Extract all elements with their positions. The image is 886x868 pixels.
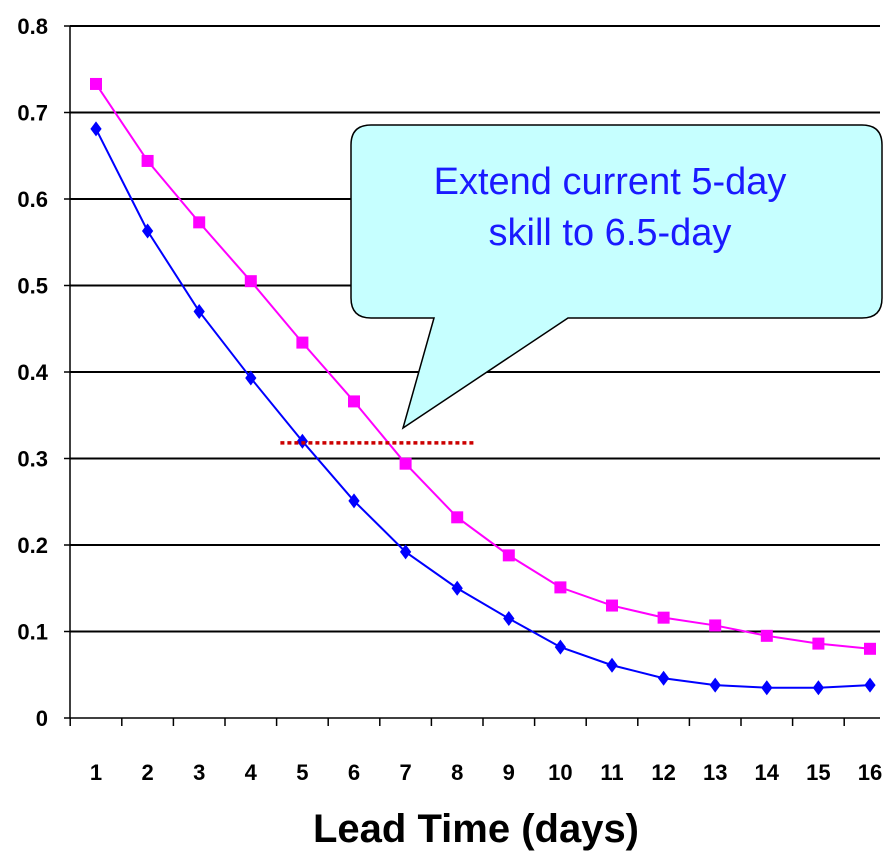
callout-bubble bbox=[350, 124, 883, 430]
series-2-point bbox=[141, 223, 154, 239]
x-tick-label: 9 bbox=[503, 760, 515, 785]
y-tick-label: 0.4 bbox=[17, 360, 48, 385]
series-2-point bbox=[606, 657, 618, 673]
series-1-point bbox=[709, 619, 722, 632]
y-tick-label: 0.1 bbox=[17, 620, 48, 645]
x-tick-label: 10 bbox=[548, 760, 572, 785]
y-tick-label: 0.3 bbox=[17, 447, 48, 472]
series-1-point bbox=[812, 637, 825, 650]
x-tick-label: 12 bbox=[651, 760, 675, 785]
x-tick-labels: 1 2 3 4 5 6 7 8 9 10 11 12 13 14 15 16 bbox=[90, 760, 882, 785]
y-tick-labels: 0 0.1 0.2 0.3 0.4 0.5 0.6 0.7 0.8 bbox=[17, 14, 48, 731]
x-tick-label: 16 bbox=[858, 760, 882, 785]
x-tick-label: 2 bbox=[141, 760, 153, 785]
series-1-point bbox=[502, 549, 515, 562]
x-tick-label: 8 bbox=[451, 760, 463, 785]
series-2-point bbox=[812, 680, 825, 696]
y-tick-label: 0 bbox=[36, 706, 48, 731]
y-tick-label: 0.7 bbox=[17, 101, 48, 126]
series-1-point bbox=[606, 599, 618, 612]
y-tick-label: 0.5 bbox=[17, 274, 48, 299]
series-1-point bbox=[296, 336, 309, 349]
series-2-point bbox=[245, 370, 257, 386]
y-tick-label: 0.8 bbox=[17, 14, 48, 39]
callout: Extend current 5-day skill to 6.5-day bbox=[350, 124, 883, 430]
series-1-point bbox=[399, 457, 412, 470]
x-tick-label: 14 bbox=[755, 760, 780, 785]
series-line-2 bbox=[95, 128, 871, 689]
series-2-point bbox=[761, 680, 773, 696]
series-1-point bbox=[657, 611, 670, 624]
series-1-point bbox=[348, 395, 360, 408]
series-1-point bbox=[760, 629, 773, 642]
x-tick-label: 4 bbox=[245, 760, 258, 785]
y-tick-label: 0.6 bbox=[17, 187, 48, 212]
series-2-point bbox=[399, 544, 412, 560]
x-tick-label: 6 bbox=[348, 760, 360, 785]
series-1-point bbox=[451, 511, 464, 524]
series-2-point bbox=[554, 639, 567, 655]
series-1-point bbox=[244, 275, 257, 288]
series-1-point bbox=[193, 216, 206, 229]
x-tick-label: 5 bbox=[296, 760, 308, 785]
x-tick-label: 3 bbox=[193, 760, 205, 785]
series-2-point bbox=[451, 580, 463, 596]
x-axis-title: Lead Time (days) bbox=[313, 807, 639, 851]
series-line-1 bbox=[95, 83, 871, 650]
series-1-point bbox=[864, 642, 876, 655]
series-2-point bbox=[864, 677, 876, 693]
series bbox=[90, 77, 876, 696]
x-tick-label: 13 bbox=[703, 760, 727, 785]
y-tick-label: 0.2 bbox=[17, 533, 48, 558]
callout-text-line-2: skill to 6.5-day bbox=[489, 212, 732, 254]
series-2-point bbox=[348, 493, 360, 509]
series-2-point bbox=[193, 303, 205, 319]
series-1-point bbox=[141, 154, 154, 167]
x-tick-label: 15 bbox=[806, 760, 830, 785]
series-2-point bbox=[90, 121, 102, 137]
series-1-point bbox=[90, 77, 102, 90]
x-tick-label: 1 bbox=[90, 760, 102, 785]
series-2-point bbox=[503, 611, 515, 627]
callout-text-line-1: Extend current 5-day bbox=[434, 161, 787, 203]
x-tick-label: 11 bbox=[600, 760, 623, 785]
series-2-point bbox=[709, 677, 721, 693]
series-2-point bbox=[657, 670, 670, 686]
series-1-point bbox=[554, 581, 567, 594]
x-tick-label: 7 bbox=[399, 760, 411, 785]
axes bbox=[64, 25, 880, 726]
